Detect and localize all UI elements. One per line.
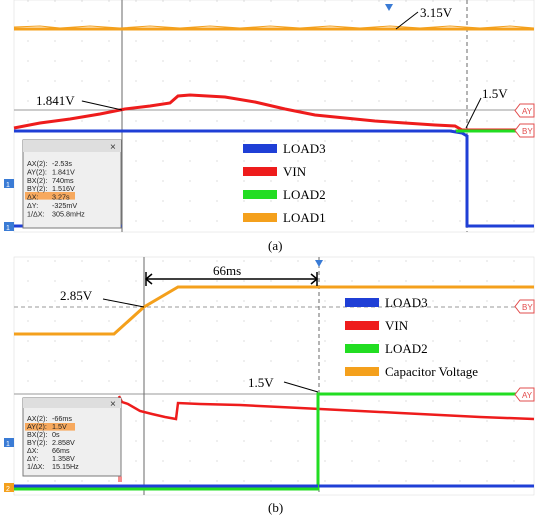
channel-marker-label: 1: [6, 182, 10, 189]
legend-label: LOAD3: [385, 295, 428, 310]
panel-label-a: (a): [268, 238, 282, 253]
legend-swatch: [345, 367, 379, 376]
cursor-row-value: -325mV: [52, 201, 77, 210]
cursor-row-value: 2.858V: [52, 438, 75, 447]
panel-b: [4, 256, 535, 496]
channel-marker-icon: [4, 483, 14, 492]
cursor-row-value: 0s: [52, 430, 60, 439]
cursor-row-label: ΔX:: [27, 446, 39, 455]
channel-marker-label: 2: [6, 486, 10, 493]
cursor-row-label: ΔY:: [27, 454, 38, 463]
channel-marker-label: 1: [6, 225, 10, 232]
cursor-row-value: 15.15Hz: [52, 462, 79, 471]
cursor-row-label: AY(2):: [27, 422, 47, 431]
legend-b: LOAD3 VIN LOAD2 Capacitor Voltage: [345, 295, 478, 379]
trace-load3-a: [14, 129, 534, 228]
cursor-box-b: [22, 397, 122, 477]
legend-swatch: [243, 213, 277, 222]
annotation-1.841V: 1.841V: [36, 93, 75, 108]
cursor-tag-ay-label: AY: [522, 391, 533, 400]
legend-swatch: [243, 190, 277, 199]
cursor-row-value: 1.841V: [52, 167, 75, 176]
cursor-tag-by-label: BY: [522, 127, 533, 136]
legend-label: LOAD3: [283, 141, 326, 156]
cursor-tag-by: [514, 299, 535, 314]
legend-swatch: [243, 167, 277, 176]
panel-label-b: (b): [268, 500, 283, 515]
trace-load2-b: [14, 392, 534, 491]
legend-label: Capacitor Voltage: [385, 364, 478, 379]
annotation-1.5V-b: 1.5V: [248, 375, 274, 390]
cursor-row-value: -66ms: [52, 414, 72, 423]
channel-marker-icon: [4, 222, 14, 231]
cursor-row-label: 1/ΔX:: [27, 462, 45, 471]
legend-label: LOAD1: [283, 210, 326, 225]
cursor-row-label: AY(2):: [27, 167, 47, 176]
channel-marker-icon: [4, 179, 14, 188]
dimension-arrow: [144, 272, 319, 286]
cursor-tag-by-label: BY: [522, 303, 533, 312]
cursor-row-value: 740ms: [52, 176, 74, 185]
cursor-tag-by: [514, 123, 535, 138]
annotation-1.5V-a: 1.5V: [482, 86, 508, 101]
annotation-66ms: 66ms: [213, 263, 241, 278]
cursor-row-value: 66ms: [52, 446, 70, 455]
legend-label: LOAD2: [283, 187, 326, 202]
cursor-row-label: 1/ΔX:: [27, 209, 45, 218]
trace-vin-a: [13, 93, 534, 132]
cursor-box-a: [22, 139, 122, 229]
cursor-tag-ay-label: AY: [522, 107, 533, 116]
cursor-row-value: 1.516V: [52, 184, 75, 193]
cursor-row-label: AX(2):: [27, 414, 47, 423]
cursor-row-label: BX(2):: [27, 176, 47, 185]
trigger-marker-icon: [385, 4, 393, 11]
legend-label: LOAD2: [385, 341, 428, 356]
cursor-tag-ay: [514, 387, 535, 402]
cursor-row-value: 3.27s: [52, 193, 70, 202]
trigger-marker-icon: [315, 260, 323, 267]
panel-a: [4, 0, 535, 233]
cursor-row-value: 1.5V: [52, 422, 67, 431]
annotation-2.85V: 2.85V: [60, 288, 93, 303]
cursor-row-label: ΔX:: [27, 193, 39, 202]
close-icon[interactable]: ×: [110, 142, 116, 153]
cursor-tag-ay: [514, 103, 535, 118]
close-icon[interactable]: ×: [110, 399, 116, 410]
cursor-row-label: BY(2):: [27, 184, 47, 193]
cursor-row-value: 305.8mHz: [52, 209, 85, 218]
legend-swatch: [345, 344, 379, 353]
annotation-3.15V: 3.15V: [420, 5, 453, 20]
legend-label: VIN: [385, 318, 409, 333]
legend-swatch: [345, 298, 379, 307]
cursor-row-value: -2.53s: [52, 159, 72, 168]
cursor-row-label: BY(2):: [27, 438, 47, 447]
channel-marker-icon: [4, 438, 14, 447]
channel-marker-label: 1: [6, 441, 10, 448]
trace-vin-b: [117, 395, 535, 421]
legend-a: LOAD3 VIN LOAD2 LOAD1: [243, 141, 326, 225]
trace-load1-ripple: [13, 25, 535, 29]
legend-label: VIN: [283, 164, 307, 179]
cursor-row-label: BX(2):: [27, 430, 47, 439]
cursor-row-label: AX(2):: [27, 159, 47, 168]
cursor-row-label: ΔY:: [27, 201, 38, 210]
legend-swatch: [345, 321, 379, 330]
legend-swatch: [243, 144, 277, 153]
cursor-row-value: 1.358V: [52, 454, 75, 463]
